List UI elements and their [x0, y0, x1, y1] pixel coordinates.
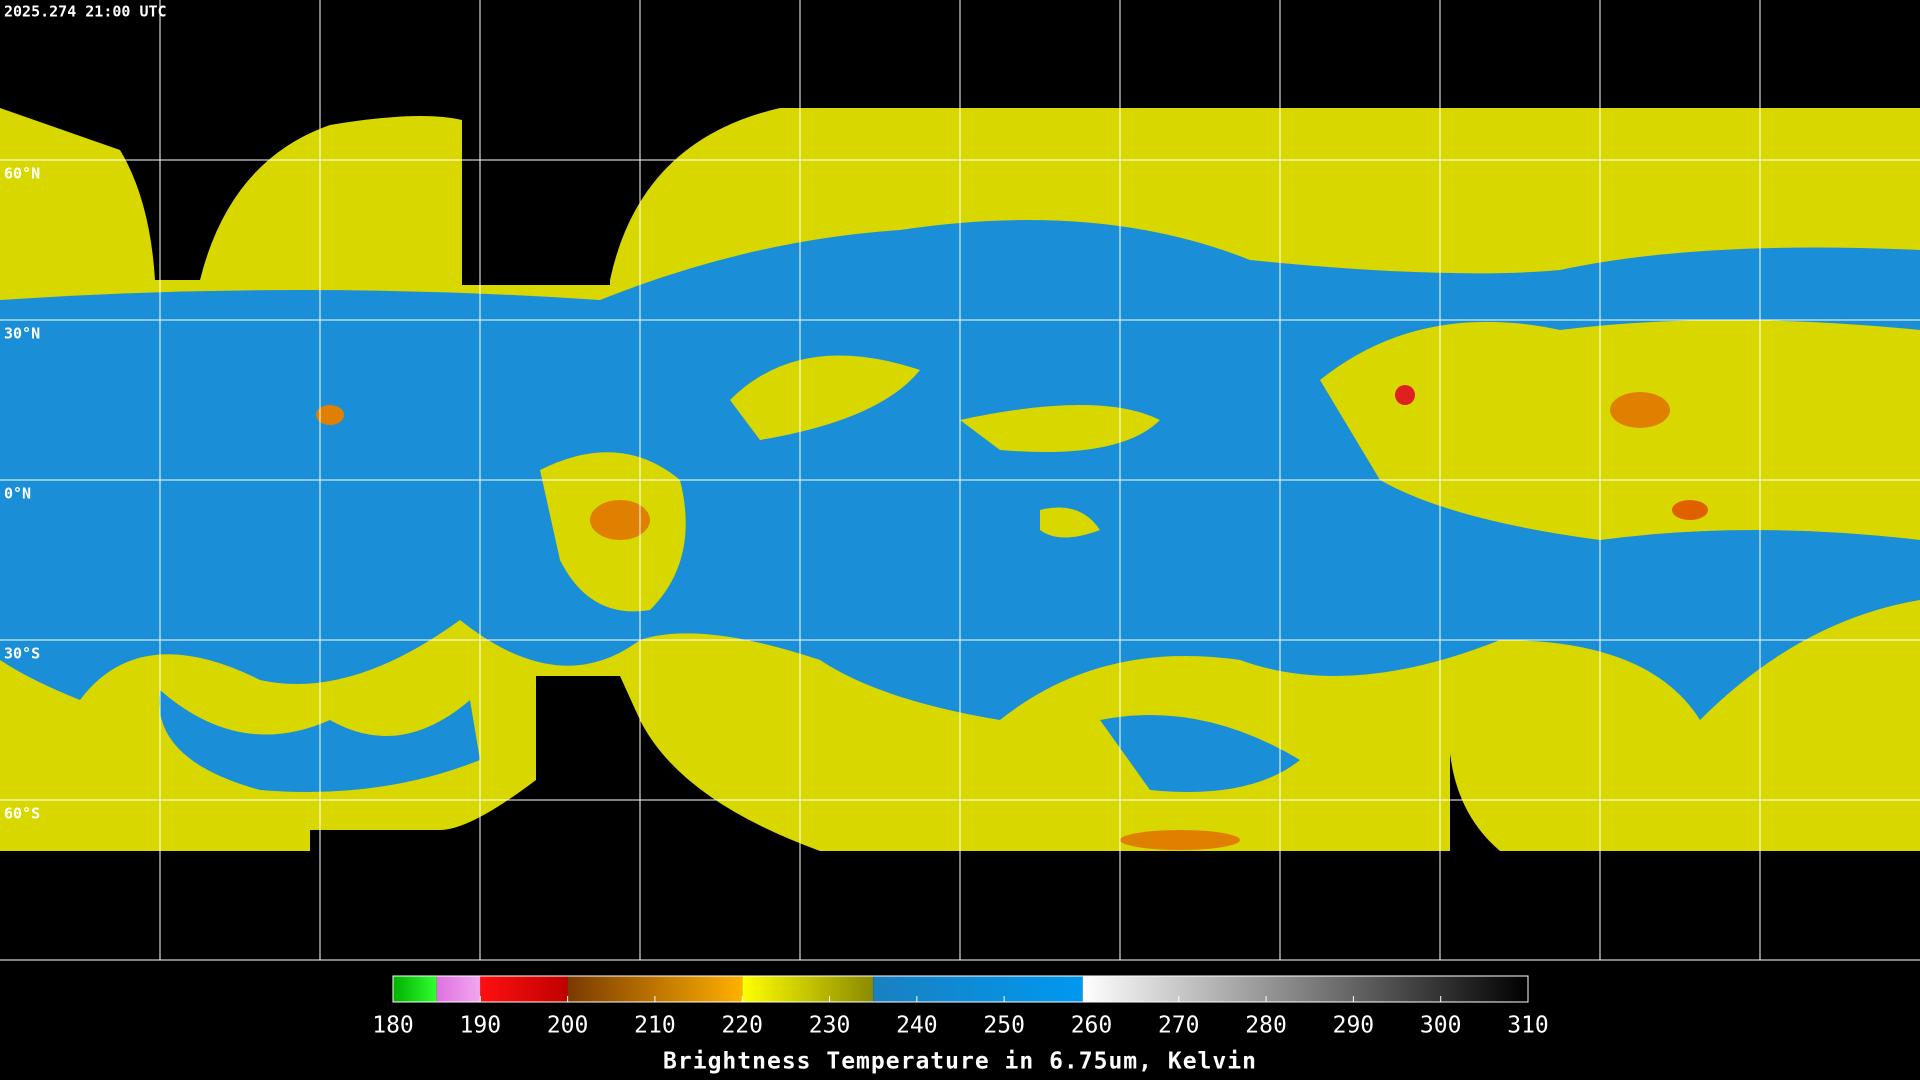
colorbar-title: Brightness Temperature in 6.75um, Kelvin	[663, 1049, 1257, 1075]
colorbar-tick-label: 200	[547, 1013, 589, 1039]
lat-label: 0°N	[4, 485, 31, 503]
moist-region	[730, 355, 920, 440]
colorbar-tick-label: 230	[809, 1013, 851, 1039]
graticule: 60°N 30°N 0°N 30°S 60°S	[0, 0, 1920, 961]
colorbar-tick-label: 270	[1158, 1013, 1200, 1039]
convection	[1395, 385, 1415, 405]
colorbar-segment	[873, 976, 1083, 1002]
colorbar-tick-label: 190	[460, 1013, 502, 1039]
colorbar-tick-label: 250	[983, 1013, 1025, 1039]
colorbar-tick-label: 220	[721, 1013, 763, 1039]
moist-region	[960, 405, 1160, 452]
colorbar-tick-label: 240	[896, 1013, 938, 1039]
convection	[316, 405, 344, 425]
colorbar: 180 190 200 210 220 230 240 250 260 270 280 290 300 3…	[372, 975, 1549, 1039]
moist-region	[1040, 507, 1100, 538]
colorbar-segment	[1082, 976, 1528, 1002]
moist-region	[1320, 320, 1920, 540]
lat-label: 30°S	[4, 645, 40, 663]
colorbar-segment	[436, 976, 481, 1002]
colorbar-tick-label: 180	[372, 1013, 414, 1039]
colorbar-tick-label: 290	[1333, 1013, 1375, 1039]
dry-band	[1100, 715, 1300, 792]
coverage-gap	[462, 0, 610, 285]
colorbar-segment	[393, 976, 437, 1002]
lat-label: 60°N	[4, 165, 40, 183]
colorbar-segment	[480, 976, 568, 1002]
convection	[1120, 830, 1240, 850]
convection	[1672, 500, 1708, 520]
lat-label: 60°S	[4, 805, 40, 823]
colorbar-frame	[392, 975, 1529, 1003]
timestamp: 2025.274 21:00 UTC	[4, 3, 167, 21]
convection	[590, 500, 650, 540]
colorbar-tick-label: 210	[634, 1013, 676, 1039]
coverage-gap	[536, 676, 610, 786]
colorbar-tick-label: 300	[1420, 1013, 1462, 1039]
colorbar-tick-label: 260	[1071, 1013, 1113, 1039]
convection	[1610, 392, 1670, 428]
colorbar-tick-label: 280	[1245, 1013, 1287, 1039]
lat-label: 30°N	[4, 325, 40, 343]
colorbar-segment	[742, 976, 874, 1002]
colorbar-tick-label: 310	[1507, 1013, 1549, 1039]
